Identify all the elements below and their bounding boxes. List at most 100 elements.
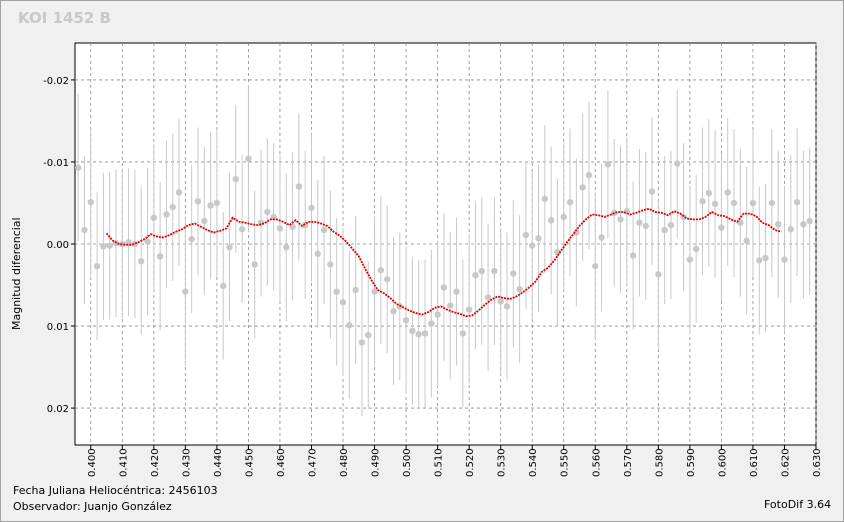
data-point	[730, 199, 738, 207]
data-point	[686, 256, 694, 263]
trend-line	[105, 207, 782, 318]
data-point	[194, 198, 202, 205]
x-tick-label: 0.490	[371, 448, 382, 477]
data-point	[465, 306, 473, 313]
y-tick-label: -0.01	[43, 158, 69, 169]
data-point	[251, 261, 258, 268]
data-point	[314, 250, 321, 258]
data-point	[87, 198, 94, 206]
x-tick-label: 0.470	[307, 448, 318, 477]
data-point	[264, 208, 271, 216]
data-point	[510, 270, 517, 277]
data-point	[213, 199, 221, 207]
x-tick-label: 0.610	[749, 448, 760, 477]
data-point	[478, 267, 485, 275]
x-tick-label: 0.620	[780, 448, 791, 477]
data-point	[245, 155, 252, 162]
data-point	[238, 226, 246, 233]
data-point	[440, 284, 448, 291]
data-point	[119, 240, 126, 248]
data-point	[295, 183, 303, 190]
data-point	[339, 299, 347, 306]
data-point	[163, 211, 170, 218]
software-version-text: FotoDif 3.64	[764, 498, 832, 511]
data-point	[371, 288, 378, 295]
x-tick-label: 0.440	[213, 448, 224, 477]
data-point	[276, 225, 284, 232]
x-tick-label: 0.460	[276, 448, 287, 477]
data-point	[674, 160, 681, 167]
data-point	[711, 200, 719, 207]
data-point	[484, 294, 492, 301]
plot-area	[74, 42, 817, 446]
data-point	[175, 189, 183, 196]
data-point	[774, 221, 782, 228]
data-point	[447, 302, 454, 309]
data-point	[636, 219, 643, 226]
data-point	[529, 242, 536, 249]
data-point	[346, 322, 353, 329]
data-point	[781, 256, 788, 263]
data-point	[415, 331, 422, 338]
y-tick-label: -0.02	[43, 76, 69, 87]
data-point	[402, 317, 410, 324]
data-point	[535, 235, 542, 242]
x-tick-label: 0.410	[118, 448, 129, 477]
data-point	[541, 195, 549, 203]
x-tick-label: 0.560	[591, 448, 602, 477]
data-point	[434, 311, 441, 318]
data-point	[768, 199, 776, 207]
data-point	[144, 238, 151, 245]
data-point	[579, 184, 586, 191]
data-point	[516, 285, 523, 293]
data-point	[270, 213, 277, 221]
data-point	[421, 330, 429, 337]
data-point	[724, 189, 731, 196]
data-point	[566, 198, 574, 206]
data-point	[308, 204, 315, 212]
data-point	[800, 221, 807, 228]
data-point	[169, 203, 176, 211]
julian-date-text: Fecha Juliana Heliocéntrica: 2456103	[13, 484, 218, 497]
data-point	[522, 231, 530, 239]
data-point	[737, 219, 744, 226]
data-point	[207, 202, 214, 209]
x-tick-label: 0.540	[528, 448, 539, 477]
x-tick-label: 0.530	[497, 448, 508, 477]
y-tick-label: 0.00	[47, 240, 69, 251]
data-point	[150, 214, 158, 221]
x-tick-label: 0.500	[402, 448, 413, 477]
data-point	[453, 288, 460, 295]
data-point	[358, 339, 366, 346]
data-point	[718, 224, 725, 231]
data-point	[573, 229, 580, 236]
data-point	[188, 235, 195, 243]
data-point	[503, 303, 511, 310]
data-point	[74, 164, 82, 171]
data-point	[491, 267, 498, 275]
data-point	[667, 221, 675, 229]
x-tick-label: 0.520	[465, 448, 476, 477]
data-point	[554, 249, 561, 256]
data-point	[409, 327, 416, 335]
data-point	[352, 286, 359, 294]
data-point	[592, 262, 599, 270]
x-tick-label: 0.580	[654, 448, 665, 477]
data-point	[617, 216, 624, 223]
data-point	[762, 254, 769, 262]
data-point	[428, 320, 435, 327]
data-point	[787, 226, 794, 233]
data-point	[289, 223, 296, 230]
data-point	[201, 217, 208, 225]
x-tick-label: 0.400	[87, 448, 98, 477]
data-point	[661, 226, 668, 234]
data-point	[377, 267, 385, 274]
data-point	[320, 226, 328, 234]
data-point	[806, 217, 813, 225]
data-point	[138, 258, 145, 265]
y-tick-label: 0.01	[47, 322, 69, 333]
observer-text: Observador: Juanjo González	[13, 500, 172, 513]
x-tick-label: 0.600	[717, 448, 728, 477]
x-tick-label: 0.550	[560, 448, 571, 477]
